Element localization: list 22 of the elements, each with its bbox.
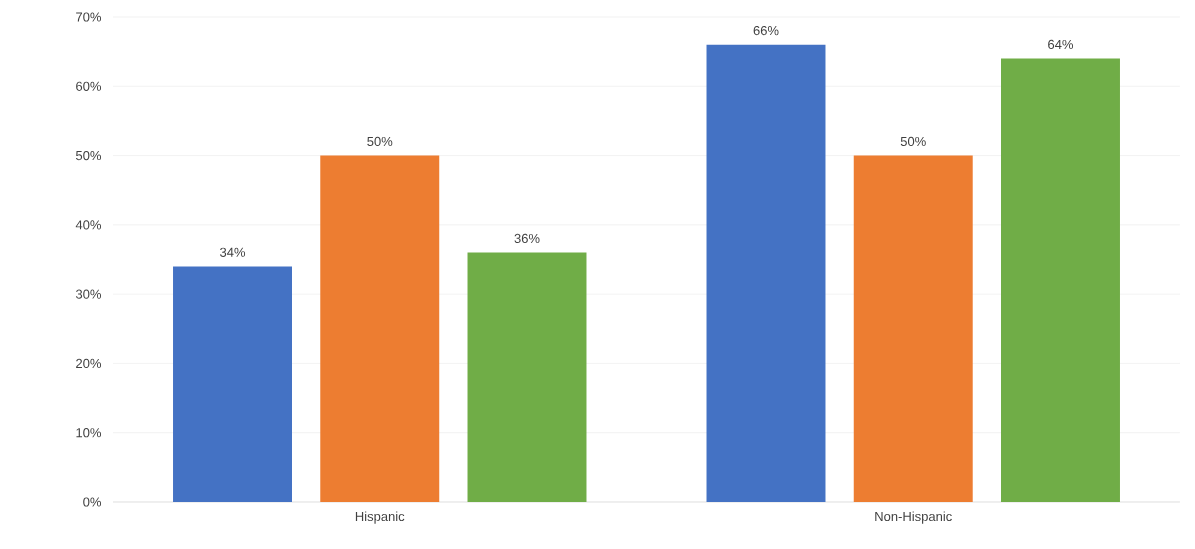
y-tick-label: 20% — [76, 358, 102, 369]
y-tick-label: 70% — [76, 12, 102, 22]
data-label: 36% — [514, 233, 540, 244]
bar — [320, 155, 440, 502]
bar — [467, 252, 587, 502]
bar — [706, 44, 826, 502]
y-tick-label: 60% — [76, 81, 102, 91]
x-tick-label: Hispanic — [355, 511, 405, 524]
bar — [173, 266, 292, 502]
data-label: 50% — [900, 136, 926, 147]
bar — [853, 155, 973, 502]
y-tick-label: 30% — [75, 289, 102, 299]
y-tick-label: 10% — [76, 428, 102, 438]
y-tick-label: 40% — [75, 220, 102, 230]
y-tick-label: 50% — [75, 150, 102, 161]
data-label: 66% — [753, 25, 779, 36]
data-label: 50% — [367, 136, 393, 147]
x-tick-label: Non-Hispanic — [875, 511, 952, 524]
bar — [1000, 58, 1120, 502]
y-tick-label: 0% — [83, 497, 102, 507]
data-label: 34% — [220, 247, 246, 257]
data-label: 64% — [1048, 39, 1074, 50]
